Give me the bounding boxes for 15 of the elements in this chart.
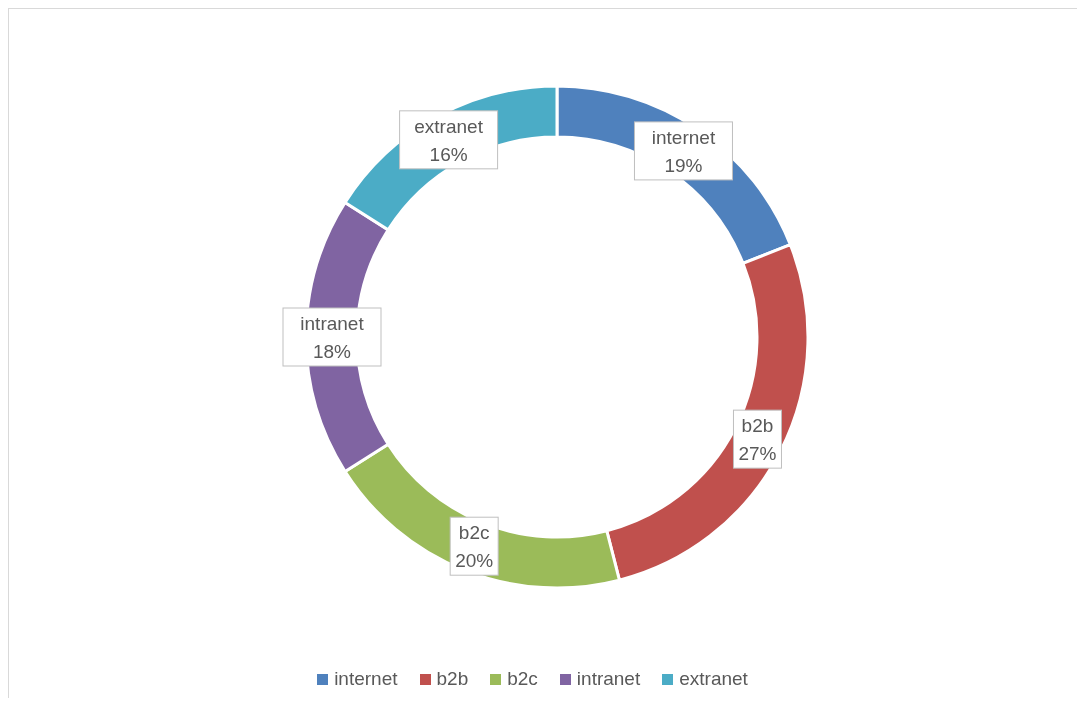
legend-label: b2b: [436, 668, 469, 690]
legend-label: intranet: [576, 668, 641, 690]
data-label: 20%: [455, 550, 494, 572]
legend-label: internet: [334, 668, 398, 690]
data-label: 27%: [738, 443, 777, 465]
data-label: 16%: [429, 143, 468, 165]
legend-label: extranet: [679, 668, 748, 690]
slice-label: intranet: [300, 313, 365, 334]
legend-label: b2c: [507, 668, 538, 690]
slice-label: extranet: [414, 115, 484, 137]
data-label: 18%: [312, 341, 352, 362]
data-label: 19%: [664, 154, 703, 176]
slice-label: internet: [651, 126, 716, 148]
slice-label: b2b: [741, 415, 774, 437]
slice-label: b2c: [458, 522, 490, 544]
